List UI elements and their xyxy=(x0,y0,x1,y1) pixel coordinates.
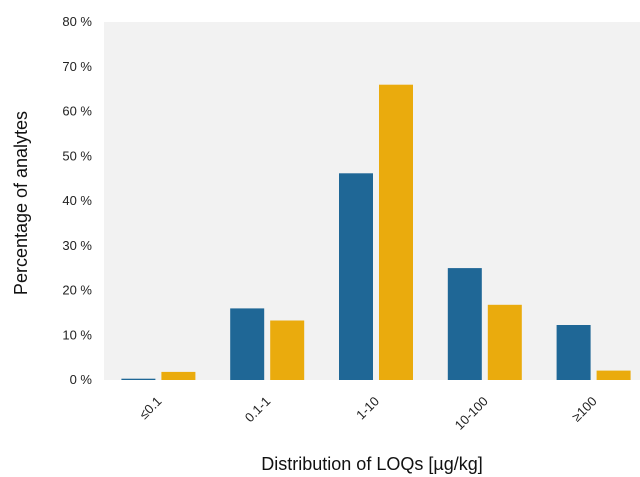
bar-series-2-4 xyxy=(596,370,631,380)
bar-series-2-1 xyxy=(270,320,305,380)
y-tick-label: 10 % xyxy=(62,327,92,342)
x-tick-label: 10-100 xyxy=(452,394,491,433)
y-tick-label: 60 % xyxy=(62,104,92,119)
bar-series-1-3 xyxy=(447,268,482,380)
y-axis: 0 % 10 % 20 % 30 % 40 % 50 % 60 % 70 % 80 % xyxy=(62,14,92,387)
x-tick-label: ≥100 xyxy=(569,394,600,425)
bar-series-2-2 xyxy=(379,84,413,380)
bar-series-1-2 xyxy=(339,173,373,380)
x-axis-title: Distribution of LOQs [µg/kg] xyxy=(261,454,482,474)
bar-series-1-4 xyxy=(556,325,591,380)
x-tick-label: 1-10 xyxy=(353,394,382,423)
y-tick-label: 30 % xyxy=(62,238,92,253)
y-tick-label: 20 % xyxy=(62,283,92,298)
bar-series-2-0 xyxy=(161,371,196,380)
y-tick-label: 70 % xyxy=(62,59,92,74)
y-axis-title: Percentage of analytes xyxy=(11,111,31,295)
x-axis: ≤0.1 0.1-1 1-10 10-100 ≥100 xyxy=(136,394,600,433)
x-tick-label: ≤0.1 xyxy=(136,394,164,422)
y-tick-label: 50 % xyxy=(62,148,92,163)
bars xyxy=(121,84,631,380)
x-tick-label: 0.1-1 xyxy=(242,394,274,426)
bar-series-1-1 xyxy=(230,308,265,380)
y-tick-label: 0 % xyxy=(70,372,93,387)
y-tick-label: 40 % xyxy=(62,193,92,208)
bar-series-1-0 xyxy=(121,378,156,380)
bar-series-2-3 xyxy=(487,304,522,380)
y-tick-label: 80 % xyxy=(62,14,92,29)
